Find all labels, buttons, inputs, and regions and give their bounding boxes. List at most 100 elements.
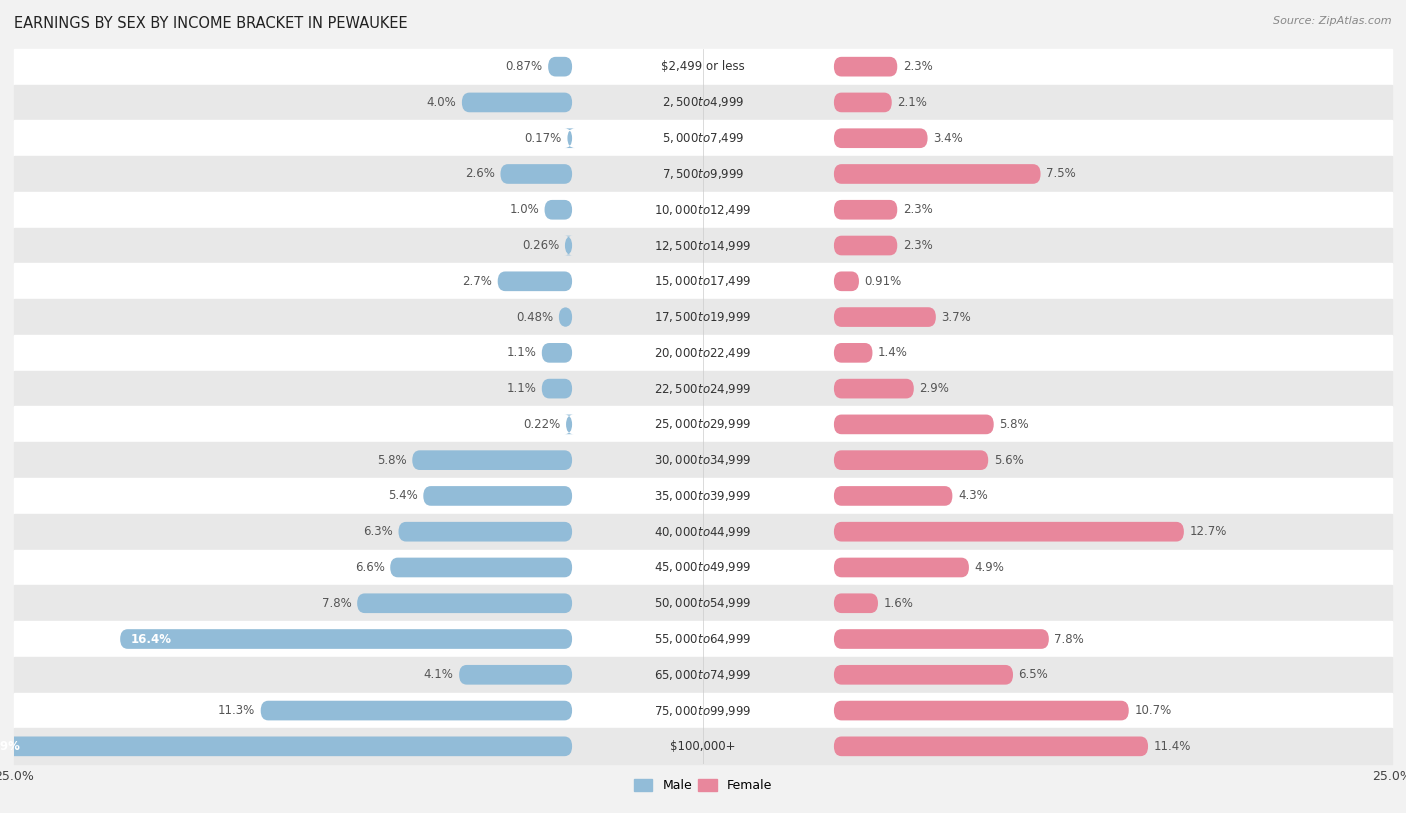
Bar bbox=[14, 85, 1392, 120]
Bar bbox=[14, 120, 1392, 156]
Text: 0.26%: 0.26% bbox=[522, 239, 560, 252]
Text: $100,000+: $100,000+ bbox=[671, 740, 735, 753]
Bar bbox=[14, 406, 1392, 442]
Text: 2.3%: 2.3% bbox=[903, 203, 932, 216]
Text: 11.4%: 11.4% bbox=[1153, 740, 1191, 753]
Text: $75,000 to $99,999: $75,000 to $99,999 bbox=[654, 703, 752, 718]
FancyBboxPatch shape bbox=[548, 57, 572, 76]
FancyBboxPatch shape bbox=[460, 665, 572, 685]
FancyBboxPatch shape bbox=[834, 272, 859, 291]
Text: $17,500 to $19,999: $17,500 to $19,999 bbox=[654, 310, 752, 324]
Text: 2.3%: 2.3% bbox=[903, 239, 932, 252]
Text: 12.7%: 12.7% bbox=[1189, 525, 1227, 538]
FancyBboxPatch shape bbox=[260, 701, 572, 720]
Text: $25,000 to $29,999: $25,000 to $29,999 bbox=[654, 417, 752, 432]
FancyBboxPatch shape bbox=[834, 236, 897, 255]
Text: 4.3%: 4.3% bbox=[957, 489, 987, 502]
Bar bbox=[14, 693, 1392, 728]
Text: 21.9%: 21.9% bbox=[0, 740, 21, 753]
Text: 5.4%: 5.4% bbox=[388, 489, 418, 502]
Legend: Male, Female: Male, Female bbox=[628, 774, 778, 798]
Text: 5.6%: 5.6% bbox=[994, 454, 1024, 467]
Text: 11.3%: 11.3% bbox=[218, 704, 254, 717]
Text: 16.4%: 16.4% bbox=[131, 633, 172, 646]
Bar bbox=[14, 514, 1392, 550]
Text: 2.3%: 2.3% bbox=[903, 60, 932, 73]
FancyBboxPatch shape bbox=[834, 558, 969, 577]
Text: $10,000 to $12,499: $10,000 to $12,499 bbox=[654, 202, 752, 217]
FancyBboxPatch shape bbox=[834, 450, 988, 470]
Bar bbox=[14, 335, 1392, 371]
Text: 7.5%: 7.5% bbox=[1046, 167, 1076, 180]
Text: 0.17%: 0.17% bbox=[524, 132, 562, 145]
Text: $7,500 to $9,999: $7,500 to $9,999 bbox=[662, 167, 744, 181]
FancyBboxPatch shape bbox=[558, 307, 572, 327]
Text: $65,000 to $74,999: $65,000 to $74,999 bbox=[654, 667, 752, 682]
Bar bbox=[14, 192, 1392, 228]
Text: $5,000 to $7,499: $5,000 to $7,499 bbox=[662, 131, 744, 146]
FancyBboxPatch shape bbox=[565, 415, 574, 434]
FancyBboxPatch shape bbox=[501, 164, 572, 184]
FancyBboxPatch shape bbox=[565, 236, 572, 255]
Text: $22,500 to $24,999: $22,500 to $24,999 bbox=[654, 381, 752, 396]
FancyBboxPatch shape bbox=[834, 200, 897, 220]
Text: $20,000 to $22,499: $20,000 to $22,499 bbox=[654, 346, 752, 360]
Text: 7.8%: 7.8% bbox=[322, 597, 352, 610]
FancyBboxPatch shape bbox=[498, 272, 572, 291]
FancyBboxPatch shape bbox=[423, 486, 572, 506]
Bar bbox=[14, 728, 1392, 764]
Text: $15,000 to $17,499: $15,000 to $17,499 bbox=[654, 274, 752, 289]
Bar bbox=[14, 263, 1392, 299]
FancyBboxPatch shape bbox=[834, 522, 1184, 541]
FancyBboxPatch shape bbox=[541, 343, 572, 363]
FancyBboxPatch shape bbox=[834, 164, 1040, 184]
Text: $55,000 to $64,999: $55,000 to $64,999 bbox=[654, 632, 752, 646]
Text: 0.91%: 0.91% bbox=[865, 275, 901, 288]
FancyBboxPatch shape bbox=[834, 737, 1149, 756]
FancyBboxPatch shape bbox=[834, 665, 1012, 685]
Text: 1.4%: 1.4% bbox=[877, 346, 908, 359]
FancyBboxPatch shape bbox=[391, 558, 572, 577]
Bar bbox=[14, 371, 1392, 406]
Text: 6.5%: 6.5% bbox=[1018, 668, 1049, 681]
Bar bbox=[14, 156, 1392, 192]
Bar bbox=[14, 550, 1392, 585]
Text: 2.1%: 2.1% bbox=[897, 96, 927, 109]
Bar bbox=[14, 442, 1392, 478]
FancyBboxPatch shape bbox=[834, 343, 873, 363]
Text: $45,000 to $49,999: $45,000 to $49,999 bbox=[654, 560, 752, 575]
FancyBboxPatch shape bbox=[461, 93, 572, 112]
FancyBboxPatch shape bbox=[834, 701, 1129, 720]
Text: 1.0%: 1.0% bbox=[509, 203, 538, 216]
FancyBboxPatch shape bbox=[834, 307, 936, 327]
FancyBboxPatch shape bbox=[565, 128, 575, 148]
FancyBboxPatch shape bbox=[357, 593, 572, 613]
Text: 0.22%: 0.22% bbox=[523, 418, 561, 431]
FancyBboxPatch shape bbox=[412, 450, 572, 470]
Text: 6.3%: 6.3% bbox=[363, 525, 392, 538]
Text: 5.8%: 5.8% bbox=[1000, 418, 1029, 431]
Bar bbox=[14, 49, 1392, 85]
Text: 4.9%: 4.9% bbox=[974, 561, 1004, 574]
Text: 4.0%: 4.0% bbox=[426, 96, 457, 109]
Text: 1.1%: 1.1% bbox=[506, 382, 536, 395]
Text: 0.87%: 0.87% bbox=[506, 60, 543, 73]
Bar bbox=[14, 299, 1392, 335]
Text: $35,000 to $39,999: $35,000 to $39,999 bbox=[654, 489, 752, 503]
Text: $12,500 to $14,999: $12,500 to $14,999 bbox=[654, 238, 752, 253]
Text: 3.4%: 3.4% bbox=[934, 132, 963, 145]
Bar bbox=[14, 621, 1392, 657]
FancyBboxPatch shape bbox=[834, 128, 928, 148]
Text: Source: ZipAtlas.com: Source: ZipAtlas.com bbox=[1274, 16, 1392, 26]
FancyBboxPatch shape bbox=[834, 379, 914, 398]
Text: $40,000 to $44,999: $40,000 to $44,999 bbox=[654, 524, 752, 539]
FancyBboxPatch shape bbox=[0, 737, 572, 756]
Text: 3.7%: 3.7% bbox=[942, 311, 972, 324]
Bar bbox=[14, 585, 1392, 621]
Text: EARNINGS BY SEX BY INCOME BRACKET IN PEWAUKEE: EARNINGS BY SEX BY INCOME BRACKET IN PEW… bbox=[14, 16, 408, 31]
Text: 4.1%: 4.1% bbox=[423, 668, 454, 681]
Text: 0.48%: 0.48% bbox=[516, 311, 554, 324]
Text: $2,500 to $4,999: $2,500 to $4,999 bbox=[662, 95, 744, 110]
FancyBboxPatch shape bbox=[834, 593, 877, 613]
Text: 1.6%: 1.6% bbox=[883, 597, 914, 610]
